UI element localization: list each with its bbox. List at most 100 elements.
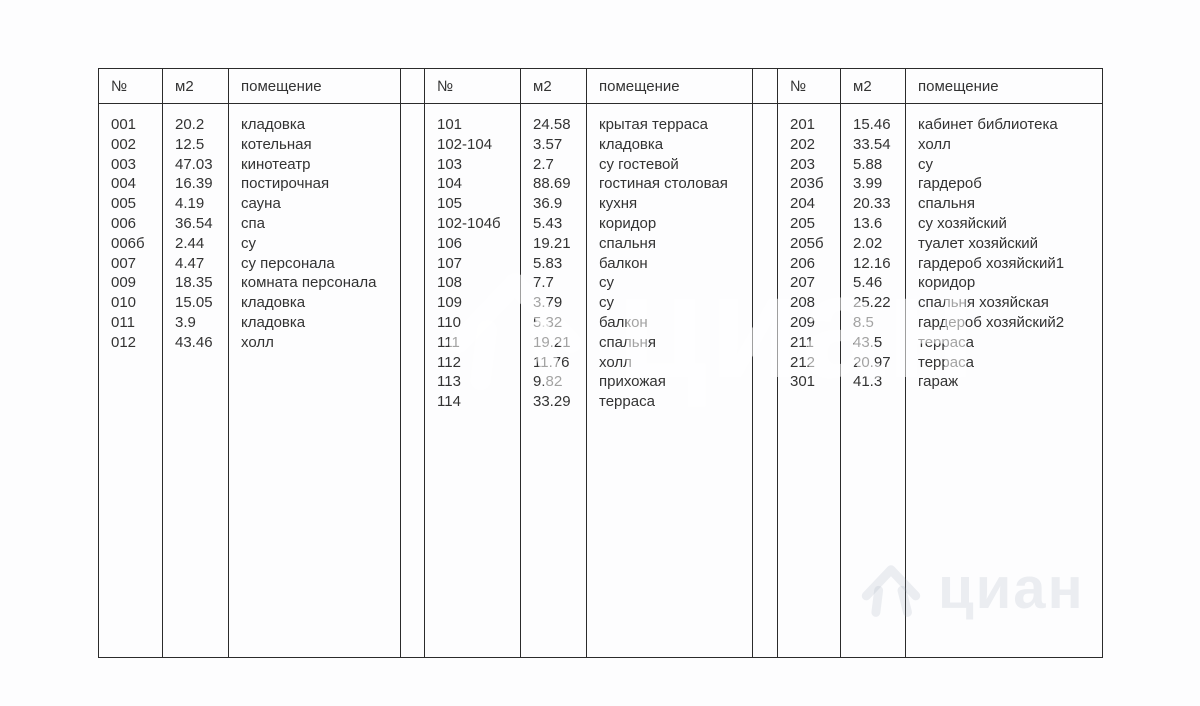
col-header-room: помещение [586,68,753,104]
table-gutter-cell [752,194,778,214]
room-name-cell: спальня [586,233,753,254]
room-area-cell [520,411,587,658]
room-name-cell [228,103,401,115]
room-area-cell: 20.2 [162,115,229,135]
table-gutter [752,68,778,104]
table-gutter-cell [400,213,425,234]
table-gutter-cell [752,293,778,313]
room-area-cell: 19.21 [520,332,587,353]
room-name-cell: гардероб [905,174,1103,195]
room-name-cell: терраса [586,392,753,412]
room-number-cell [98,411,163,658]
room-name-cell: котельная [228,134,401,155]
room-number-cell: 202 [777,134,841,155]
room-name-cell: кладовка [228,115,401,135]
header-row: № м2 помещение № м2 помещение № м2 помещ… [98,68,1103,104]
room-area-cell: 19.21 [520,233,587,254]
room-area-cell: 15.46 [840,115,906,135]
table-gutter-cell [752,103,778,115]
room-area-cell [162,411,229,658]
room-name-cell: балкон [586,312,753,333]
room-row: 113 9.82 прихожая 301 41.3 гараж [98,372,1103,393]
room-area-cell: 11.76 [520,352,587,373]
col-header-area: м2 [162,68,229,104]
room-name-cell: су гостевой [586,154,753,175]
room-area-cell: 20.33 [840,194,906,214]
room-name-cell: гардероб хозяйский1 [905,253,1103,274]
table-gutter-cell [400,103,425,115]
room-number-cell [777,392,841,412]
room-name-cell [586,103,753,115]
room-name-cell: кинотеатр [228,154,401,175]
table-gutter-cell [400,174,425,195]
room-number-cell [98,392,163,412]
room-number-cell: 002 [98,134,163,155]
table-gutter-cell [400,115,425,135]
room-area-cell: 47.03 [162,154,229,175]
room-area-cell: 33.29 [520,392,587,412]
room-area-cell: 5.32 [520,312,587,333]
room-name-cell: терраса [905,332,1103,353]
room-row: 007 4.47 су персонала 107 5.83 балкон 206 12.16… [98,253,1103,274]
room-name-cell [905,103,1103,115]
room-number-cell: 011 [98,312,163,333]
room-area-cell: 15.05 [162,293,229,313]
rooms-table: № м2 помещение № м2 помещение № м2 помещ… [98,68,1103,658]
room-name-cell: кабинет библиотека [905,115,1103,135]
room-number-cell: 110 [424,312,521,333]
room-row: 009 18.35 комната персонала 108 7.7 су 207 5.46… [98,273,1103,294]
room-area-cell: 36.9 [520,194,587,214]
room-number-cell: 104 [424,174,521,195]
room-number-cell: 106 [424,233,521,254]
room-name-cell: сауна [228,194,401,214]
room-area-cell: 33.54 [840,134,906,155]
room-number-cell: 010 [98,293,163,313]
room-number-cell: 205б [777,233,841,254]
room-number-cell: 001 [98,115,163,135]
room-name-cell: постирочная [228,174,401,195]
room-number-cell: 208 [777,293,841,313]
room-row: 002 12.5 котельная 102-104 3.57 кладовка 202 33… [98,134,1103,155]
table-spacer-row [98,103,1103,115]
room-name-cell: балкон [586,253,753,274]
col-header-area: м2 [840,68,906,104]
room-number-cell: 211 [777,332,841,353]
room-area-cell: 5.88 [840,154,906,175]
room-area-cell: 88.69 [520,174,587,195]
room-number-cell: 203б [777,174,841,195]
room-area-cell: 36.54 [162,213,229,234]
room-number-cell: 107 [424,253,521,274]
room-number-cell [98,372,163,393]
room-name-cell: гардероб хозяйский2 [905,312,1103,333]
room-name-cell: коридор [905,273,1103,294]
room-number-cell: 012 [98,332,163,353]
room-area-cell: 2.02 [840,233,906,254]
room-area-cell [162,352,229,373]
room-area-cell: 8.5 [840,312,906,333]
room-number-cell: 111 [424,332,521,353]
table-gutter-cell [752,154,778,175]
room-row: 001 20.2 кладовка 101 24.58 крытая терраса 201… [98,115,1103,135]
table-gutter-cell [400,352,425,373]
room-name-cell: холл [228,332,401,353]
table-gutter-cell [752,312,778,333]
room-name-cell: кладовка [586,134,753,155]
room-row: 005 4.19 сауна 105 36.9 кухня 204 20.33 спальня [98,194,1103,214]
room-name-cell: су хозяйский [905,213,1103,234]
table-gutter-cell [400,293,425,313]
room-number-cell: 114 [424,392,521,412]
room-name-cell: кладовка [228,293,401,313]
room-name-cell [228,392,401,412]
room-number-cell: 201 [777,115,841,135]
room-row: 003 47.03 кинотеатр 103 2.7 су гостевой 203 5.8… [98,154,1103,175]
room-area-cell: 12.16 [840,253,906,274]
room-name-cell: спальня хозяйская [905,293,1103,313]
table-gutter-cell [752,174,778,195]
room-area-cell: 5.43 [520,213,587,234]
table-gutter [400,68,425,104]
room-name-cell [905,392,1103,412]
room-area-cell [162,392,229,412]
table-gutter-cell [400,233,425,254]
room-area-cell: 43.46 [162,332,229,353]
table-gutter-cell [400,253,425,274]
